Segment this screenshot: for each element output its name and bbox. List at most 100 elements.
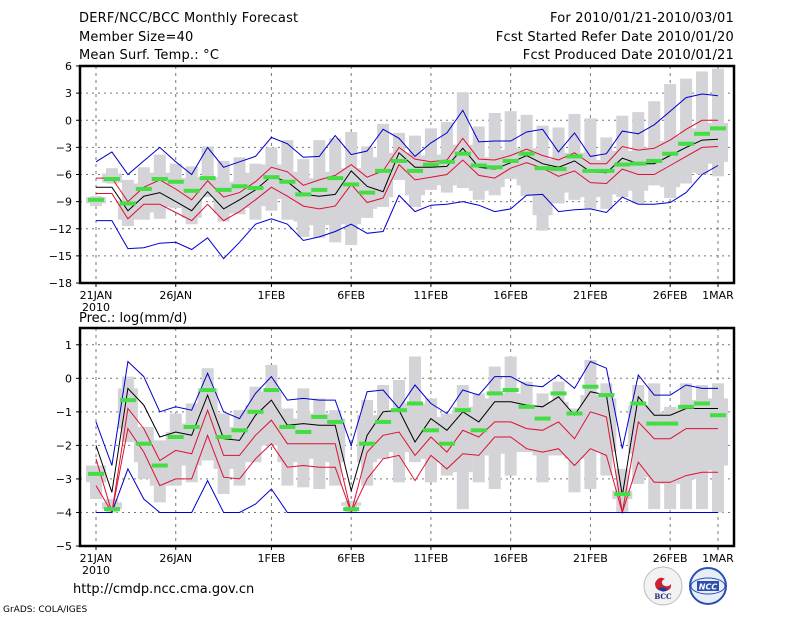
- observed-marker: [518, 151, 535, 156]
- bcc-logo-text: BCC: [654, 592, 672, 601]
- observed-marker: [486, 165, 503, 170]
- observed-marker: [598, 168, 615, 173]
- observed-marker: [359, 441, 376, 446]
- observed-marker: [550, 167, 567, 172]
- forecast-period: For 2010/01/21-2010/03/01: [550, 11, 734, 26]
- observed-marker: [598, 393, 615, 398]
- observed-marker: [710, 413, 726, 418]
- observed-marker: [614, 162, 631, 167]
- forecast-produced-date: Fcst Produced Date 2010/01/21: [522, 48, 734, 63]
- member-iqr-box: [197, 177, 218, 189]
- observed-marker: [502, 158, 519, 163]
- observed-marker: [231, 428, 248, 433]
- observed-marker: [279, 424, 296, 429]
- x-tick-label: 6FEB: [337, 289, 365, 302]
- x-tick-label: 11FEB: [414, 289, 449, 302]
- observed-marker: [215, 187, 232, 192]
- member-iqr-box: [229, 181, 250, 208]
- observed-marker: [502, 388, 519, 393]
- observed-marker: [295, 192, 312, 197]
- observed-marker: [263, 175, 280, 180]
- observed-marker: [710, 126, 726, 131]
- member-iqr-box: [277, 171, 298, 199]
- member-iqr-box: [181, 188, 202, 218]
- member-iqr-box: [564, 415, 585, 459]
- grads-credit: GrADS: COLA/IGES: [3, 605, 88, 615]
- observed-marker: [88, 471, 104, 476]
- observed-marker: [103, 507, 120, 512]
- observed-marker: [167, 179, 184, 184]
- member-iqr-box: [101, 502, 122, 510]
- observed-marker: [630, 401, 647, 406]
- y-tick-label: −4: [56, 506, 72, 519]
- observed-marker: [215, 435, 232, 439]
- observed-marker: [103, 177, 120, 182]
- y-tick-label: −1: [56, 406, 72, 419]
- series-line-min: [96, 165, 719, 260]
- y-tick-label: −2: [56, 439, 72, 452]
- y-tick-label: −18: [49, 277, 72, 290]
- observed-marker: [422, 428, 439, 433]
- member-iqr-box: [341, 502, 362, 506]
- member-iqr-box: [660, 418, 681, 484]
- member-iqr-box: [612, 150, 633, 185]
- member-iqr-box: [468, 416, 489, 456]
- x-tick-label: 21JAN: [80, 289, 113, 302]
- observed-marker: [391, 158, 408, 163]
- x-tick-label: 11FEB: [414, 552, 449, 565]
- x-tick-label: 26JAN: [159, 289, 192, 302]
- x-tick-label: 1FEB: [258, 552, 286, 565]
- y-tick-label: −15: [49, 250, 72, 263]
- observed-marker: [566, 411, 583, 416]
- observed-marker: [343, 182, 360, 187]
- member-iqr-box: [165, 178, 186, 205]
- ncc-logo-icon: NCC: [689, 567, 727, 605]
- observed-marker: [454, 408, 471, 413]
- observed-marker: [534, 166, 551, 171]
- observed-marker: [183, 424, 200, 429]
- observed-marker: [327, 419, 344, 424]
- series-line-min: [96, 467, 718, 513]
- series-line-lower: [95, 427, 718, 515]
- plot-frame: [78, 326, 736, 548]
- observed-marker: [486, 391, 503, 396]
- precip-panel-title: Prec.: log(mm/d): [79, 311, 187, 326]
- observed-marker: [295, 429, 312, 434]
- observed-marker: [135, 186, 152, 191]
- member-iqr-box: [452, 406, 473, 473]
- y-tick-label: −6: [56, 169, 72, 182]
- source-url[interactable]: http://cmdp.ncc.cma.gov.cn: [73, 582, 255, 597]
- member-size: Member Size=40: [79, 30, 194, 45]
- member-iqr-box: [325, 171, 346, 223]
- observed-marker: [151, 177, 168, 182]
- x-tick-label: 21FEB: [573, 552, 608, 565]
- ncc-logo-text: NCC: [699, 583, 718, 592]
- member-iqr-box: [692, 128, 713, 164]
- observed-marker: [311, 187, 328, 192]
- member-iqr-box: [293, 418, 314, 456]
- member-iqr-box: [692, 400, 713, 471]
- member-iqr-box: [165, 431, 186, 466]
- observed-marker: [694, 401, 711, 406]
- observed-marker: [247, 409, 264, 414]
- y-tick-label: −12: [49, 223, 72, 236]
- observed-marker: [582, 384, 599, 389]
- member-iqr-box: [245, 405, 266, 446]
- member-iqr-box: [484, 398, 505, 454]
- x-tick-label: 26JAN: [159, 552, 192, 565]
- observed-marker: [550, 391, 567, 396]
- observed-marker: [343, 507, 360, 512]
- member-iqr-box: [325, 418, 346, 463]
- observed-marker: [406, 401, 423, 406]
- x-tick-label: 1MAR: [702, 289, 734, 302]
- observed-marker: [311, 414, 328, 419]
- y-tick-label: 0: [65, 372, 72, 385]
- x-tick-label: 26FEB: [653, 552, 688, 565]
- x-tick-sublabel: 2010: [82, 564, 110, 577]
- member-range-bar: [504, 111, 517, 180]
- y-tick-label: 1: [65, 339, 72, 352]
- series-line-upper_mean: [95, 387, 718, 496]
- observed-marker: [247, 186, 264, 191]
